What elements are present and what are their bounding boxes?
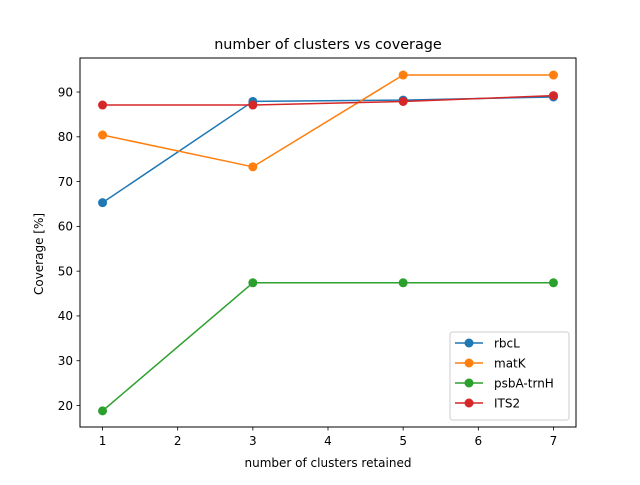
x-tick-label: 4 xyxy=(324,434,332,448)
series-line xyxy=(102,74,554,168)
data-point xyxy=(398,278,408,288)
series-its2 xyxy=(98,91,558,110)
data-point xyxy=(548,278,558,288)
series-line xyxy=(102,94,554,106)
y-tick-label: 90 xyxy=(58,85,73,99)
data-point xyxy=(248,278,258,288)
legend-label: ITS2 xyxy=(494,396,520,410)
y-tick-label: 40 xyxy=(58,309,73,323)
data-point xyxy=(98,198,108,208)
x-tick-label: 5 xyxy=(399,434,407,448)
x-tick-label: 7 xyxy=(550,434,558,448)
legend-swatch-marker xyxy=(464,378,474,388)
x-tick-label: 2 xyxy=(174,434,182,448)
legend: rbcL matK psbA-trnH ITS2 xyxy=(449,331,570,421)
data-point xyxy=(548,91,558,101)
legend-item: matK xyxy=(455,356,527,370)
x-tick-label: 1 xyxy=(99,434,107,448)
x-axis-ticks: 1 2 3 4 5 6 7 xyxy=(99,427,558,448)
legend-label: rbcL xyxy=(494,336,520,350)
legend-swatch-marker xyxy=(464,398,474,408)
series-psba-trnh xyxy=(98,278,558,416)
legend-swatch-marker xyxy=(464,338,474,348)
chart-title: number of clusters vs coverage xyxy=(214,37,442,53)
legend-item: ITS2 xyxy=(455,396,520,410)
data-point xyxy=(248,100,258,110)
y-tick-label: 60 xyxy=(58,220,73,234)
x-tick-label: 3 xyxy=(249,434,257,448)
y-tick-label: 30 xyxy=(58,354,73,368)
x-tick-label: 6 xyxy=(474,434,482,448)
y-tick-label: 50 xyxy=(58,264,73,278)
legend-label: matK xyxy=(494,356,527,370)
legend-label: psbA-trnH xyxy=(494,376,554,390)
series-layer xyxy=(98,70,558,416)
series-matk xyxy=(98,70,558,172)
legend-item: psbA-trnH xyxy=(455,376,554,390)
y-tick-label: 70 xyxy=(58,175,73,189)
data-point xyxy=(98,100,108,110)
data-point xyxy=(248,162,258,172)
data-point xyxy=(98,130,108,140)
x-axis-label: number of clusters retained xyxy=(245,456,412,470)
series-line xyxy=(102,282,554,412)
plot-frame xyxy=(79,57,577,428)
y-tick-label: 20 xyxy=(58,399,73,413)
data-point xyxy=(398,96,408,106)
y-axis-ticks: 20 30 40 50 60 70 80 90 xyxy=(58,85,80,413)
y-axis-label: Coverage [%] xyxy=(32,213,46,295)
data-point xyxy=(398,70,408,80)
data-point xyxy=(548,70,558,80)
legend-box xyxy=(449,331,570,421)
legend-swatch-marker xyxy=(464,358,474,368)
legend-item: rbcL xyxy=(455,336,520,350)
y-tick-label: 80 xyxy=(58,130,73,144)
data-point xyxy=(98,406,108,416)
